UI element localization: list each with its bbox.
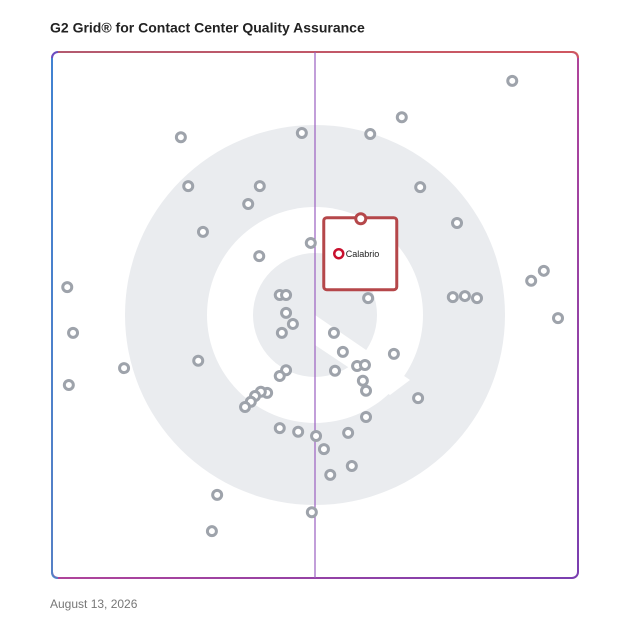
product-point [310, 429, 323, 442]
product-point [305, 506, 318, 519]
product-point [412, 392, 425, 405]
product-point [211, 488, 224, 501]
product-point [458, 290, 471, 303]
product-point [292, 425, 305, 438]
product-point [239, 401, 252, 414]
product-point [362, 292, 375, 305]
product-point [552, 312, 565, 325]
product-point [304, 236, 317, 249]
chart-title: G2 Grid® for Contact Center Quality Assu… [50, 20, 365, 36]
product-point [205, 525, 218, 538]
product-point [67, 326, 80, 339]
product-point [273, 422, 286, 435]
product-point [342, 426, 355, 439]
product-point [414, 181, 427, 194]
product-point [387, 347, 400, 360]
product-point [395, 111, 408, 124]
product-point [118, 362, 131, 375]
product-point [328, 364, 341, 377]
product-name: Calabrio [346, 249, 380, 259]
product-point [61, 281, 74, 294]
product-point [280, 289, 293, 302]
product-point [317, 443, 330, 456]
product-point [525, 274, 538, 287]
date-note: August 13, 2026 [50, 597, 138, 611]
product-point [62, 378, 75, 391]
product-point [336, 345, 349, 358]
product-point [446, 291, 459, 304]
product-point [506, 74, 519, 87]
product-point [356, 374, 369, 387]
product-point [327, 326, 340, 339]
product-point [358, 358, 371, 371]
product-point [295, 127, 308, 140]
product-point [360, 384, 373, 397]
product-point [324, 468, 337, 481]
product-point [242, 198, 255, 211]
product-point [345, 459, 358, 472]
product-point [253, 250, 266, 263]
border-accent [51, 58, 59, 579]
product-logo-icon [333, 247, 345, 260]
product-point [253, 180, 266, 193]
product-point [451, 216, 464, 229]
product-point [537, 264, 550, 277]
product-point [182, 180, 195, 193]
product-point [471, 292, 484, 305]
product-point [280, 306, 293, 319]
product-point [273, 370, 286, 383]
highlight-point [354, 212, 368, 226]
product-point [364, 128, 377, 141]
border-accent [58, 51, 579, 59]
product-point [192, 354, 205, 367]
product-point [286, 317, 299, 330]
product-point [360, 411, 373, 424]
product-point [196, 225, 209, 238]
product-point [275, 326, 288, 339]
product-point [174, 131, 187, 144]
